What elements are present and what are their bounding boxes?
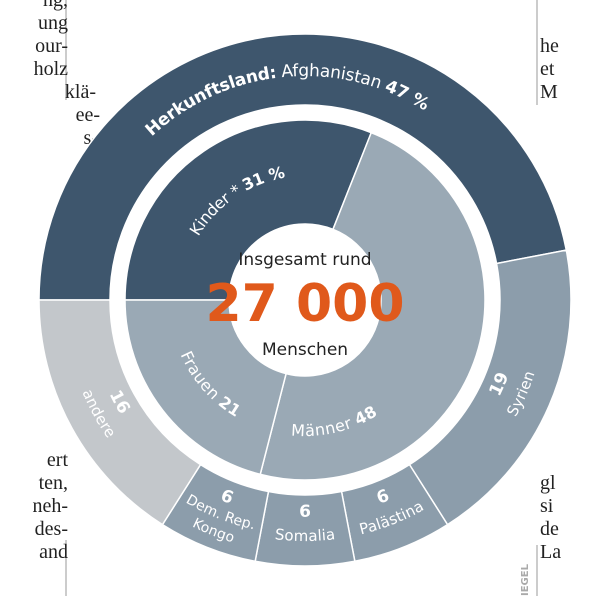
donut-segment [259, 131, 486, 481]
article-text: M [540, 81, 558, 103]
article-text: and [39, 541, 68, 563]
article-text: des- [35, 518, 68, 540]
article-text: ten, [39, 472, 68, 494]
label-part: Somalia [274, 525, 336, 545]
article-text: gl [540, 472, 556, 494]
article-text: si [540, 495, 554, 517]
article-text: holz [34, 58, 69, 80]
article-text: our- [35, 35, 68, 57]
center-total: 27 000 [205, 274, 404, 334]
article-text: et [540, 58, 555, 80]
segment-label: Somalia [274, 525, 336, 545]
article-text: ung [38, 12, 68, 34]
article-text: klä- [65, 81, 96, 103]
donut-segment [124, 299, 288, 476]
label-part: 6 [299, 502, 311, 522]
center-line1: Insgesamt rund [238, 250, 371, 270]
credit: IEGEL [520, 563, 531, 596]
article-text: La [540, 541, 561, 563]
donut-segment [38, 299, 202, 526]
donut-segment [38, 33, 568, 301]
donut-segment [124, 119, 373, 301]
article-text: neh- [32, 495, 68, 517]
article-text: de [540, 518, 559, 540]
segment-label: 6 [299, 502, 311, 522]
article-text: ng, [43, 0, 68, 11]
article-text: he [540, 35, 559, 57]
article-text: ee- [76, 104, 100, 126]
article-text: ert [47, 449, 69, 471]
center-line2: Menschen [262, 340, 348, 360]
